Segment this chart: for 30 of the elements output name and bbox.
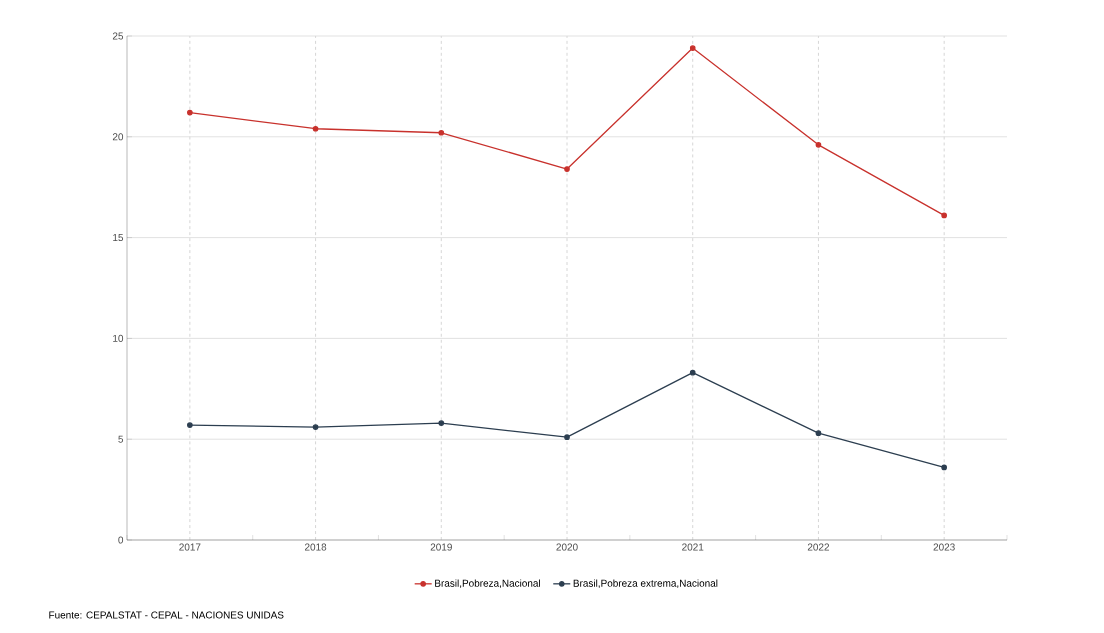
legend-label: Brasil,Pobreza extrema,Nacional <box>573 579 718 588</box>
y-tick-label: 0 <box>118 536 124 544</box>
y-tick-label: 20 <box>112 133 124 141</box>
y-tick-label: 25 <box>112 32 124 40</box>
y-tick-label: 10 <box>113 334 124 342</box>
point <box>564 434 570 441</box>
y-tick-label: 15 <box>113 234 124 242</box>
x-tick-label: 2017 <box>179 543 201 551</box>
point <box>941 212 947 219</box>
point <box>187 109 193 116</box>
point <box>312 125 319 132</box>
point <box>941 464 947 471</box>
y-tick-label: 5 <box>118 435 124 443</box>
point <box>438 420 445 426</box>
x-tick-label: 2018 <box>304 543 327 551</box>
point <box>815 430 822 436</box>
point <box>815 142 822 148</box>
legend-label: Brasil,Pobreza,Nacional <box>435 579 540 588</box>
point <box>312 424 319 430</box>
point <box>689 45 696 51</box>
x-tick-label: 2020 <box>556 543 578 551</box>
point <box>187 422 193 428</box>
x-tick-label: 2023 <box>933 543 955 551</box>
point <box>689 369 696 376</box>
x-tick-label: 2021 <box>682 543 704 551</box>
x-tick-label: 2019 <box>430 543 452 551</box>
source-note: Fuente: CEPALSTAT - CEPAL - NACIONES UNIDAS <box>49 611 284 619</box>
x-tick-label: 2022 <box>807 543 830 551</box>
point <box>564 166 570 172</box>
point <box>438 129 445 136</box>
